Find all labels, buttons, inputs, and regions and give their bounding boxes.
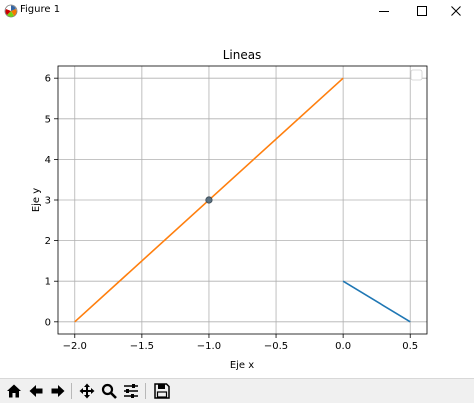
figure-canvas[interactable]: Lineas −2.0 −1.5 −1.0 −0.5 0.0 0.5 0 1 2 3 4 5 6 Eje… [0,22,474,378]
magnifier-icon [101,383,117,399]
toolbar-separator [145,383,146,399]
floppy-disk-icon [153,383,170,399]
arrow-right-icon [51,385,64,397]
x-tick-label: −2.0 [63,341,87,352]
x-tick-label: 0.0 [335,341,351,352]
home-icon [6,384,21,398]
window-titlebar: Figure 1 [0,0,474,22]
x-tick-label: −0.5 [264,341,288,352]
sliders-icon [123,384,138,398]
window-title: Figure 1 [20,4,61,15]
y-tick-label: 1 [45,277,51,288]
y-tick-label: 0 [45,317,51,328]
data-point-marker [205,196,213,204]
back-button[interactable] [25,381,46,401]
y-tick-label: 4 [45,155,51,166]
y-tick-label: 3 [45,196,51,207]
close-icon [451,6,461,16]
series-line-1 [342,280,411,323]
arrow-left-icon [29,385,42,397]
home-button[interactable] [3,381,24,401]
grid-lines [58,66,427,334]
x-tick-label: 0.5 [402,341,418,352]
series-layer [74,77,411,323]
move-icon [79,383,94,399]
minimize-icon [379,11,389,12]
navigation-toolbar [0,378,474,403]
maximize-button[interactable] [404,0,440,22]
ticks-layer: −2.0 −1.5 −1.0 −0.5 0.0 0.5 0 1 2 3 4 5 6 [45,74,419,352]
y-tick-label: 2 [45,236,51,247]
matplotlib-logo-icon [4,4,18,18]
forward-button[interactable] [47,381,68,401]
x-axis-label: Eje x [230,360,254,371]
legend-box [410,69,423,81]
y-axis-label: Eje y [31,188,42,212]
toolbar-separator [71,383,72,399]
minimize-button[interactable] [366,0,402,22]
close-button[interactable] [438,0,474,22]
chart-title: Lineas [223,48,262,62]
y-tick-label: 6 [45,74,51,85]
x-tick-label: −1.0 [197,341,221,352]
x-tick-label: −1.5 [130,341,154,352]
configure-subplots-button[interactable] [120,381,141,401]
save-button[interactable] [151,381,172,401]
zoom-button[interactable] [98,381,119,401]
maximize-icon [417,6,427,16]
y-tick-label: 5 [45,114,51,125]
plot-svg: Lineas −2.0 −1.5 −1.0 −0.5 0.0 0.5 0 1 2 3 4 5 6 Eje… [31,48,428,371]
pan-button[interactable] [76,381,97,401]
